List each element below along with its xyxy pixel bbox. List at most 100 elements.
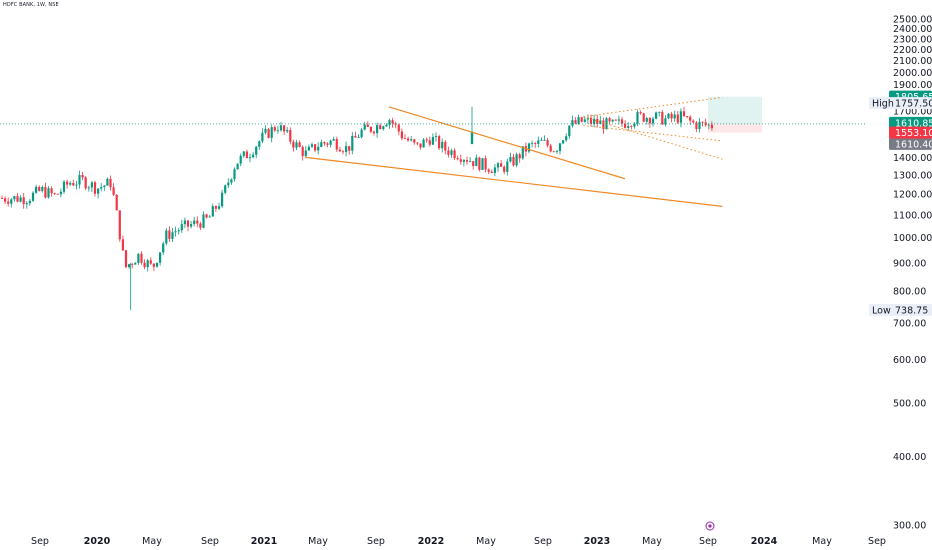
y-tick-label: 2500.00 — [893, 15, 932, 26]
candle-body — [162, 243, 165, 253]
candle-body — [602, 120, 605, 130]
candle-body — [484, 158, 487, 170]
candle-body — [679, 111, 682, 123]
x-tick-label: 2024 — [751, 536, 778, 547]
low-value: 738.75 — [895, 305, 928, 316]
candle-body — [425, 139, 428, 141]
candle-body — [416, 142, 419, 144]
candle-body — [28, 200, 31, 204]
candle-body — [193, 220, 196, 225]
candle-body — [112, 187, 115, 195]
candle-body — [481, 158, 484, 170]
candle-body — [589, 117, 593, 124]
x-tick-label: May — [308, 536, 328, 547]
candle-body — [543, 140, 546, 141]
candle-body — [180, 224, 183, 231]
channel-line — [583, 125, 723, 142]
candle-body — [630, 126, 633, 127]
candle-body — [655, 112, 658, 119]
candle-body — [264, 129, 267, 133]
candle-body — [295, 142, 298, 148]
x-tick-label: Sep — [534, 536, 552, 547]
candle-body — [236, 163, 239, 170]
channel-line — [583, 96, 723, 118]
candle-body — [152, 263, 155, 267]
candle-body — [521, 146, 524, 159]
low-label-bg — [869, 303, 932, 316]
candle-body — [50, 188, 53, 194]
candle-body — [41, 187, 44, 191]
candle-body — [106, 178, 109, 186]
candle-body — [686, 116, 689, 117]
candle-body — [611, 119, 614, 122]
candle-body — [202, 214, 205, 228]
candle-body — [258, 141, 261, 147]
candle-body — [35, 186, 38, 193]
candle-body — [72, 183, 75, 186]
candle-body — [360, 129, 363, 138]
candle-body — [100, 187, 103, 189]
candle-body — [245, 151, 248, 159]
candle-body — [329, 140, 332, 145]
candle-body — [431, 137, 434, 145]
candle-body — [562, 140, 565, 144]
candle-body — [682, 111, 686, 117]
candle-body — [90, 182, 93, 188]
candle-body — [87, 187, 90, 189]
candle-body — [177, 230, 180, 232]
high-spike-body — [470, 131, 474, 145]
candle-body — [137, 253, 140, 263]
candle-body — [146, 260, 149, 268]
high-label: High — [872, 99, 894, 110]
candle-body — [304, 150, 307, 157]
candle-body — [413, 139, 416, 143]
candle-body — [534, 143, 537, 144]
candle-body — [227, 182, 230, 186]
candle-body — [593, 118, 596, 124]
candle-body — [286, 130, 289, 132]
prev-close-tag-text: 1610.40 — [895, 139, 932, 150]
candle-body — [465, 160, 469, 162]
x-tick-label: Sep — [201, 536, 219, 547]
y-tick-label: 300.00 — [893, 521, 926, 532]
candle-body — [382, 126, 385, 130]
candle-body — [13, 196, 16, 200]
candle-body — [379, 125, 382, 130]
candle-body — [503, 166, 506, 172]
candle-body — [131, 264, 134, 265]
candle-body — [487, 169, 490, 172]
candle-body — [348, 146, 351, 151]
y-tick-label: 2300.00 — [893, 34, 932, 45]
candle-body — [47, 188, 50, 198]
candle-body — [509, 156, 512, 162]
candle-body — [369, 126, 372, 132]
x-tick-label: Sep — [868, 536, 886, 547]
candle-body — [22, 197, 25, 205]
y-tick-label: 1700.00 — [893, 107, 932, 118]
candle-body — [633, 123, 636, 127]
candle-body — [385, 124, 388, 127]
y-tick-label: 400.00 — [893, 452, 926, 463]
candle-body — [38, 186, 41, 191]
candle-body — [391, 120, 394, 124]
candle-body — [614, 119, 617, 121]
candle-body — [31, 192, 35, 201]
candle-body — [140, 253, 143, 263]
candle-body — [252, 154, 255, 158]
y-tick-label: 2400.00 — [893, 24, 932, 35]
candle-body — [692, 120, 695, 123]
candle-body — [636, 112, 639, 124]
candle-body — [128, 264, 131, 268]
candle-body — [400, 131, 403, 139]
candle-body — [673, 114, 676, 119]
y-tick-label: 1200.00 — [893, 190, 932, 201]
candle-body — [357, 137, 360, 138]
candle-body — [190, 224, 193, 227]
candle-body — [186, 220, 190, 227]
candle-body — [639, 112, 642, 114]
candle-body — [490, 171, 493, 173]
candle-body — [239, 155, 242, 164]
candle-body — [444, 141, 447, 151]
prev-close-tag — [889, 137, 932, 150]
